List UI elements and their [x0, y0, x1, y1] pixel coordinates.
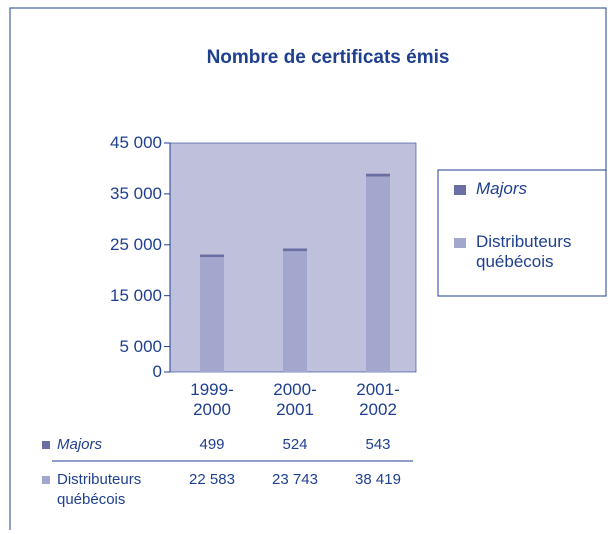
table-value: 524: [282, 436, 308, 453]
table-value: 38 419: [355, 471, 401, 488]
frame: [9, 7, 607, 530]
y-tick-label: 45 000: [110, 133, 162, 152]
legend-label: Majors: [476, 179, 528, 198]
y-tick-label: 15 000: [110, 285, 162, 305]
table-swatch: [42, 441, 50, 449]
x-tick-label: 2000-2001: [273, 380, 317, 419]
bar-segment: [283, 248, 307, 252]
table-row-label: Distributeurs québécois: [57, 471, 142, 508]
table-swatch: [42, 476, 50, 484]
table-value: 23 743: [272, 471, 318, 488]
table-row-label: Majors: [57, 436, 103, 453]
table-value: 22 583: [189, 471, 235, 488]
x-tick-label: 1999-2000: [190, 380, 234, 419]
legend-swatch: [454, 238, 466, 248]
y-tick-label: 35 000: [110, 183, 162, 203]
table-value: 499: [199, 436, 225, 453]
legend-swatch: [454, 185, 466, 195]
bar-segment: [366, 173, 390, 177]
table-value: 543: [365, 436, 391, 453]
y-tick-label: 5 000: [119, 336, 162, 356]
bar-segment: [200, 254, 224, 258]
chart-title: Nombre de certificats émis: [206, 47, 450, 68]
y-tick-label: 0: [152, 362, 162, 381]
bar-segment: [366, 176, 390, 372]
bar-segment: [200, 257, 224, 372]
bar-segment: [283, 251, 307, 372]
y-tick-label: 25 000: [110, 234, 162, 254]
legend-label: Distributeurs québécois: [476, 232, 572, 271]
x-tick-label: 2001-2002: [356, 380, 400, 419]
